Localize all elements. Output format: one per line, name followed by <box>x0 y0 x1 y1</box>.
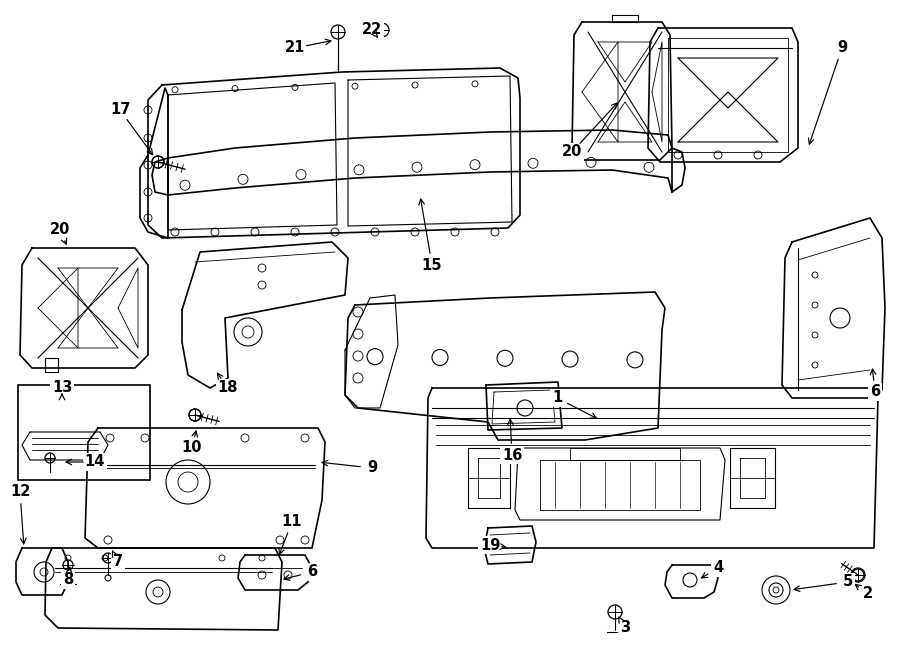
Text: 1: 1 <box>552 391 562 405</box>
Text: 8: 8 <box>63 572 73 588</box>
Bar <box>18 385 150 480</box>
Text: 7: 7 <box>112 555 123 570</box>
Text: 21: 21 <box>284 40 305 56</box>
Text: 9: 9 <box>837 40 847 56</box>
Text: 9: 9 <box>367 461 377 475</box>
Text: 15: 15 <box>422 258 442 272</box>
Text: 14: 14 <box>85 455 105 469</box>
Text: 6: 6 <box>307 564 317 580</box>
Text: 20: 20 <box>562 145 582 159</box>
Text: 12: 12 <box>10 485 31 500</box>
Text: 16: 16 <box>502 447 522 463</box>
Text: 19: 19 <box>480 537 500 553</box>
Text: 13: 13 <box>52 381 72 395</box>
Text: 5: 5 <box>843 574 853 590</box>
Text: 18: 18 <box>218 381 238 395</box>
Text: 22: 22 <box>362 22 382 38</box>
Text: 17: 17 <box>110 102 130 118</box>
Text: 6: 6 <box>870 385 880 399</box>
Text: 11: 11 <box>282 514 302 529</box>
Text: 10: 10 <box>182 440 202 455</box>
Text: 20: 20 <box>50 223 70 237</box>
Text: 2: 2 <box>863 586 873 602</box>
Text: 4: 4 <box>713 561 723 576</box>
Text: 3: 3 <box>620 621 630 635</box>
